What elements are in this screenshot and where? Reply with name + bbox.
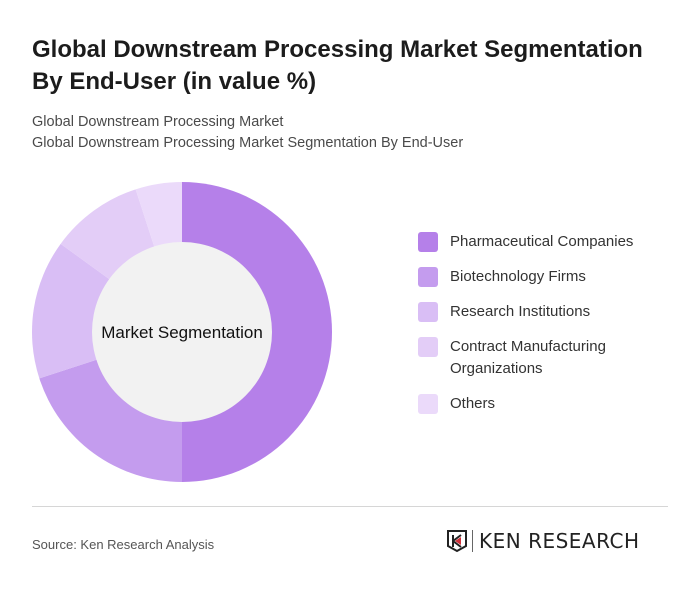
logo-separator — [472, 530, 473, 552]
legend-label: Biotechnology Firms — [450, 268, 586, 285]
logo-text: KEN RESEARCH — [479, 529, 640, 553]
legend-label: Pharmaceutical Companies — [450, 233, 634, 250]
chart-title: Global Downstream Processing Market Segm… — [32, 36, 643, 95]
legend-label: Contract Manufacturing Organizations — [450, 338, 606, 377]
legend-item: Biotechnology Firms — [418, 267, 678, 288]
donut-center — [92, 242, 272, 422]
legend-swatch — [418, 267, 438, 287]
center-label: Market Segmentation — [101, 323, 263, 342]
donut-chart: Market Segmentation — [32, 182, 332, 482]
ken-research-logo-icon — [447, 530, 467, 553]
legend-item: Pharmaceutical Companies — [418, 232, 678, 253]
subtitle-segmentation: Global Downstream Processing Market Segm… — [32, 135, 464, 151]
legend-item: Others — [418, 394, 678, 415]
legend-swatch — [418, 337, 438, 357]
subtitle-market: Global Downstream Processing Market — [32, 114, 284, 130]
legend-label: Others — [450, 395, 496, 412]
legend-item: Research Institutions — [418, 302, 678, 323]
legend-label: Research Institutions — [450, 303, 591, 320]
legend-swatch — [418, 232, 438, 252]
legend-swatch — [418, 394, 438, 414]
divider — [32, 506, 668, 507]
legend-item: Contract Manufacturing Organizations — [418, 337, 678, 380]
source-note: Source: Ken Research Analysis — [32, 537, 215, 552]
ken-research-logo: KEN RESEARCH — [446, 529, 640, 553]
legend-swatch — [418, 302, 438, 322]
legend: Pharmaceutical Companies Biotechnology Fi… — [418, 232, 678, 429]
